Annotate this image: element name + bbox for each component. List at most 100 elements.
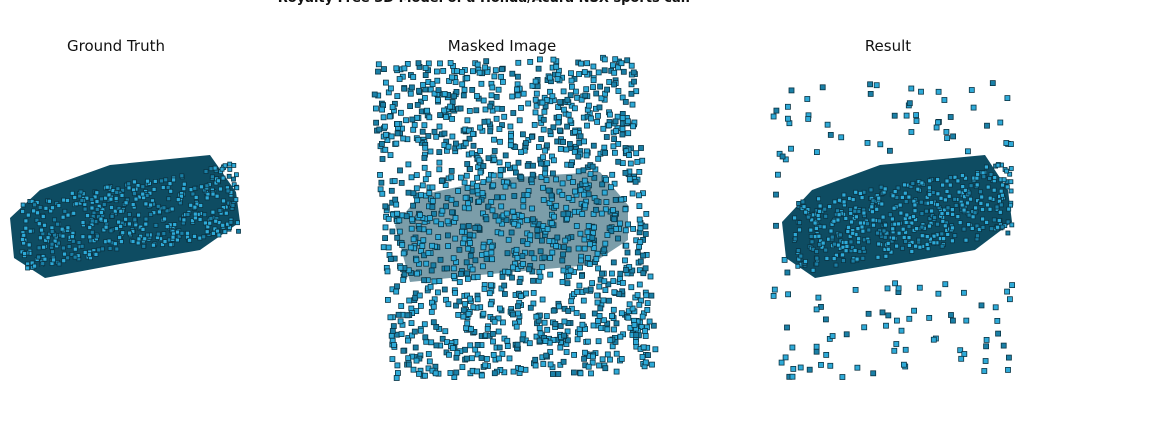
voxel xyxy=(547,349,554,355)
voxel xyxy=(403,213,410,220)
voxel xyxy=(583,86,590,93)
voxel xyxy=(896,221,901,227)
panel-title: Masked Image xyxy=(448,37,557,55)
voxel xyxy=(636,243,642,250)
voxel xyxy=(531,122,538,128)
voxel xyxy=(877,218,882,224)
voxel xyxy=(467,252,474,259)
voxel xyxy=(462,346,468,353)
voxel xyxy=(422,372,428,379)
voxel xyxy=(581,177,588,184)
voxel xyxy=(997,119,1004,126)
voxel xyxy=(576,139,583,146)
voxel xyxy=(450,345,456,352)
voxel xyxy=(560,267,567,274)
voxel xyxy=(38,235,43,241)
voxel xyxy=(917,244,923,250)
voxel xyxy=(208,216,214,221)
voxel xyxy=(445,301,452,308)
voxel xyxy=(69,251,75,257)
voxel xyxy=(499,273,506,280)
voxel xyxy=(861,210,867,216)
voxel xyxy=(478,355,485,361)
voxel xyxy=(844,243,850,249)
voxel xyxy=(419,182,426,189)
voxel xyxy=(398,331,405,338)
voxel xyxy=(94,199,100,204)
voxel xyxy=(925,246,931,252)
voxel xyxy=(485,203,492,210)
voxel xyxy=(885,246,891,252)
voxel xyxy=(789,344,796,351)
voxel xyxy=(380,114,387,121)
voxel xyxy=(422,65,429,71)
voxel xyxy=(547,74,553,81)
voxel xyxy=(460,92,467,99)
voxel xyxy=(574,288,581,295)
voxel xyxy=(453,302,459,309)
voxel xyxy=(623,242,630,249)
voxel xyxy=(797,220,802,226)
voxel xyxy=(1006,206,1012,212)
voxel xyxy=(837,197,842,203)
voxel xyxy=(98,216,104,222)
voxel xyxy=(859,195,865,201)
voxel xyxy=(942,223,948,229)
voxel xyxy=(117,235,122,240)
voxel xyxy=(409,216,416,223)
voxel xyxy=(944,178,950,184)
voxel xyxy=(197,235,203,241)
voxel xyxy=(464,161,471,167)
voxel xyxy=(626,301,633,308)
voxel xyxy=(394,210,401,217)
voxel xyxy=(895,185,901,191)
voxel xyxy=(80,220,86,225)
voxel xyxy=(809,239,815,245)
voxel xyxy=(443,203,450,210)
voxel xyxy=(939,243,945,249)
voxel xyxy=(155,203,161,209)
voxel xyxy=(452,140,459,147)
voxel xyxy=(85,213,90,219)
voxel xyxy=(388,133,395,140)
voxel xyxy=(566,174,573,181)
voxel xyxy=(617,270,624,277)
voxel xyxy=(773,222,779,229)
voxel xyxy=(974,223,980,229)
voxel xyxy=(82,250,88,255)
voxel xyxy=(587,241,593,248)
voxel xyxy=(222,229,228,235)
voxel xyxy=(65,198,70,203)
voxel xyxy=(65,255,70,261)
voxel xyxy=(382,146,389,153)
voxel xyxy=(961,207,967,213)
panel-title: Ground Truth xyxy=(67,37,165,55)
voxel xyxy=(904,212,910,218)
voxel xyxy=(213,218,219,224)
voxel xyxy=(1008,166,1014,171)
voxel xyxy=(430,262,437,269)
voxel xyxy=(540,154,546,161)
voxel xyxy=(474,296,481,303)
voxel xyxy=(557,145,564,152)
voxel xyxy=(411,122,418,128)
voxel xyxy=(828,228,834,234)
voxel xyxy=(816,233,822,239)
voxel xyxy=(919,233,925,239)
voxel xyxy=(400,276,407,283)
voxel xyxy=(520,260,526,267)
voxel xyxy=(518,174,525,181)
voxel xyxy=(897,202,903,208)
voxel xyxy=(410,190,417,197)
voxel xyxy=(568,70,574,77)
voxel xyxy=(619,131,626,138)
voxel xyxy=(515,73,521,80)
voxel xyxy=(782,354,789,361)
voxel xyxy=(798,253,804,259)
voxel xyxy=(972,210,978,216)
voxel xyxy=(565,111,572,118)
voxel xyxy=(597,305,604,312)
voxel xyxy=(398,179,405,186)
voxel xyxy=(575,153,582,160)
voxel xyxy=(532,362,539,369)
